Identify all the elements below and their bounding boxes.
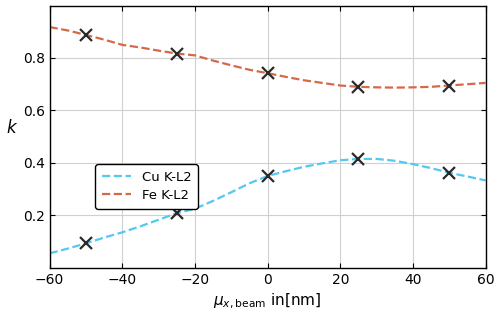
Cu K-L2 <box>120 230 126 234</box>
Line: Cu K-L2: Cu K-L2 <box>50 159 486 253</box>
Cu K-L2 <box>338 158 344 162</box>
Fe K-L2 <box>338 84 344 87</box>
Fe K-L2 <box>120 43 126 47</box>
Cu K-L2 <box>246 181 252 185</box>
Cu K-L2 <box>482 178 488 182</box>
Fe K-L2 <box>156 49 162 53</box>
Fe K-L2 <box>210 59 216 62</box>
Line: Fe K-L2: Fe K-L2 <box>50 27 486 87</box>
Fe K-L2 <box>138 46 143 49</box>
Cu K-L2 <box>446 171 452 175</box>
Cu K-L2 <box>428 166 434 170</box>
Fe K-L2 <box>192 54 198 57</box>
Cu K-L2 <box>210 199 216 203</box>
Fe K-L2 <box>264 71 270 75</box>
Fe K-L2 <box>482 81 488 85</box>
Legend: Cu K-L2, Fe K-L2: Cu K-L2, Fe K-L2 <box>96 164 198 209</box>
Fe K-L2 <box>356 85 362 89</box>
Cu K-L2 <box>319 161 325 165</box>
Fe K-L2 <box>374 86 380 89</box>
Cu K-L2 <box>264 174 270 178</box>
Cu K-L2 <box>283 169 289 173</box>
Cu K-L2 <box>464 175 470 178</box>
Fe K-L2 <box>83 33 89 37</box>
X-axis label: $\mu_{x,\mathrm{beam}}$ in[nm]: $\mu_{x,\mathrm{beam}}$ in[nm] <box>214 292 322 311</box>
Cu K-L2 <box>65 247 71 250</box>
Cu K-L2 <box>138 224 143 228</box>
Cu K-L2 <box>228 190 234 194</box>
Fe K-L2 <box>174 52 180 55</box>
Fe K-L2 <box>319 81 325 85</box>
Cu K-L2 <box>192 207 198 210</box>
Cu K-L2 <box>101 236 107 239</box>
Fe K-L2 <box>283 75 289 79</box>
Cu K-L2 <box>46 251 52 255</box>
Cu K-L2 <box>83 242 89 245</box>
Cu K-L2 <box>356 157 362 161</box>
Cu K-L2 <box>174 211 180 215</box>
Cu K-L2 <box>392 159 398 163</box>
Fe K-L2 <box>392 86 398 89</box>
Cu K-L2 <box>374 157 380 161</box>
Fe K-L2 <box>46 25 52 29</box>
Fe K-L2 <box>410 86 416 89</box>
Cu K-L2 <box>410 162 416 166</box>
Fe K-L2 <box>101 38 107 42</box>
Fe K-L2 <box>446 84 452 87</box>
Fe K-L2 <box>301 78 307 82</box>
Cu K-L2 <box>301 165 307 169</box>
Fe K-L2 <box>464 82 470 86</box>
Cu K-L2 <box>156 218 162 222</box>
Fe K-L2 <box>65 29 71 32</box>
Fe K-L2 <box>228 63 234 67</box>
Y-axis label: $k$: $k$ <box>6 119 18 137</box>
Fe K-L2 <box>428 85 434 89</box>
Fe K-L2 <box>246 68 252 72</box>
